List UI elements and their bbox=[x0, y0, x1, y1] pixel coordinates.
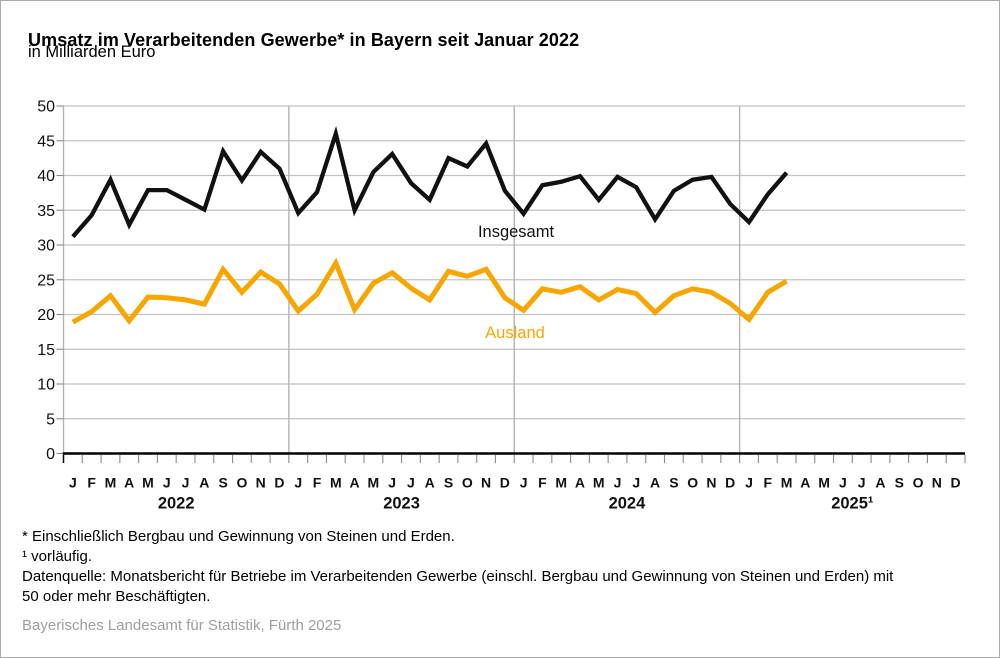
chart-subtitle: in Milliarden Euro bbox=[28, 43, 156, 61]
svg-text:M: M bbox=[142, 475, 154, 491]
svg-text:30: 30 bbox=[37, 238, 55, 255]
svg-text:A: A bbox=[425, 475, 435, 491]
svg-text:J: J bbox=[632, 475, 640, 491]
svg-text:N: N bbox=[256, 475, 266, 491]
svg-text:O: O bbox=[913, 475, 924, 491]
svg-text:2025¹: 2025¹ bbox=[831, 495, 873, 513]
svg-text:J: J bbox=[163, 475, 171, 491]
svg-text:M: M bbox=[330, 475, 342, 491]
svg-text:O: O bbox=[236, 475, 247, 491]
svg-text:J: J bbox=[69, 475, 77, 491]
svg-text:M: M bbox=[781, 475, 793, 491]
svg-text:A: A bbox=[575, 475, 585, 491]
footnote-source: Datenquelle: Monatsbericht für Betriebe … bbox=[22, 568, 894, 605]
ausland-label: Ausland bbox=[485, 324, 545, 342]
y-axis-labels: 0 5 10 15 20 25 30 35 40 45 50 bbox=[37, 99, 55, 464]
svg-text:35: 35 bbox=[37, 203, 55, 220]
svg-text:S: S bbox=[669, 475, 678, 491]
svg-text:45: 45 bbox=[37, 133, 55, 150]
svg-text:S: S bbox=[895, 475, 904, 491]
svg-text:N: N bbox=[706, 475, 716, 491]
y-axis-ticks bbox=[56, 105, 64, 455]
svg-text:J: J bbox=[745, 475, 753, 491]
chart-title: Umsatz im Verarbeitenden Gewerbe* in Bay… bbox=[28, 30, 580, 51]
svg-text:D: D bbox=[725, 475, 735, 491]
svg-text:N: N bbox=[481, 475, 491, 491]
svg-text:D: D bbox=[274, 475, 284, 491]
svg-text:J: J bbox=[294, 475, 302, 491]
publisher-credit: Bayerisches Landesamt für Statistik, Für… bbox=[22, 617, 342, 634]
svg-text:A: A bbox=[350, 475, 360, 491]
footnote-preliminary: ¹ vorläufig. bbox=[22, 548, 93, 565]
svg-text:25: 25 bbox=[37, 272, 55, 289]
svg-text:J: J bbox=[858, 475, 866, 491]
svg-text:D: D bbox=[500, 475, 510, 491]
svg-text:M: M bbox=[105, 475, 117, 491]
svg-text:J: J bbox=[388, 475, 396, 491]
svg-text:M: M bbox=[818, 475, 830, 491]
svg-text:F: F bbox=[313, 475, 322, 491]
svg-text:2024: 2024 bbox=[609, 495, 647, 513]
svg-text:A: A bbox=[875, 475, 885, 491]
svg-text:10: 10 bbox=[37, 377, 55, 394]
svg-text:M: M bbox=[555, 475, 567, 491]
svg-text:O: O bbox=[687, 475, 698, 491]
svg-text:50: 50 bbox=[37, 99, 55, 116]
svg-text:A: A bbox=[800, 475, 810, 491]
svg-text:F: F bbox=[538, 475, 547, 491]
svg-text:O: O bbox=[462, 475, 473, 491]
footnote-asterisk: * Einschließlich Bergbau und Gewinnung v… bbox=[22, 528, 455, 545]
svg-text:J: J bbox=[839, 475, 847, 491]
ausland-line bbox=[71, 257, 788, 325]
svg-text:M: M bbox=[368, 475, 380, 491]
svg-text:0: 0 bbox=[46, 446, 55, 463]
svg-text:J: J bbox=[614, 475, 622, 491]
year-separators bbox=[62, 106, 741, 454]
svg-text:F: F bbox=[764, 475, 773, 491]
svg-text:20: 20 bbox=[37, 307, 55, 324]
svg-text:A: A bbox=[650, 475, 660, 491]
x-axis-ticks bbox=[62, 454, 966, 463]
svg-text:5: 5 bbox=[46, 411, 55, 428]
svg-text:S: S bbox=[444, 475, 453, 491]
svg-text:N: N bbox=[932, 475, 942, 491]
x-axis-year-labels: 2022 2023 2024 2025¹ bbox=[158, 495, 874, 513]
svg-text:D: D bbox=[951, 475, 961, 491]
svg-text:15: 15 bbox=[37, 342, 55, 359]
svg-text:M: M bbox=[593, 475, 605, 491]
svg-text:40: 40 bbox=[37, 168, 55, 185]
svg-text:J: J bbox=[520, 475, 528, 491]
svg-text:F: F bbox=[87, 475, 96, 491]
svg-text:J: J bbox=[182, 475, 190, 491]
svg-text:2023: 2023 bbox=[383, 495, 420, 513]
svg-text:S: S bbox=[218, 475, 227, 491]
svg-text:A: A bbox=[199, 475, 209, 491]
svg-text:2022: 2022 bbox=[158, 495, 195, 513]
svg-text:A: A bbox=[124, 475, 134, 491]
insgesamt-line bbox=[71, 125, 789, 239]
insgesamt-label: Insgesamt bbox=[478, 223, 555, 241]
svg-text:J: J bbox=[407, 475, 415, 491]
